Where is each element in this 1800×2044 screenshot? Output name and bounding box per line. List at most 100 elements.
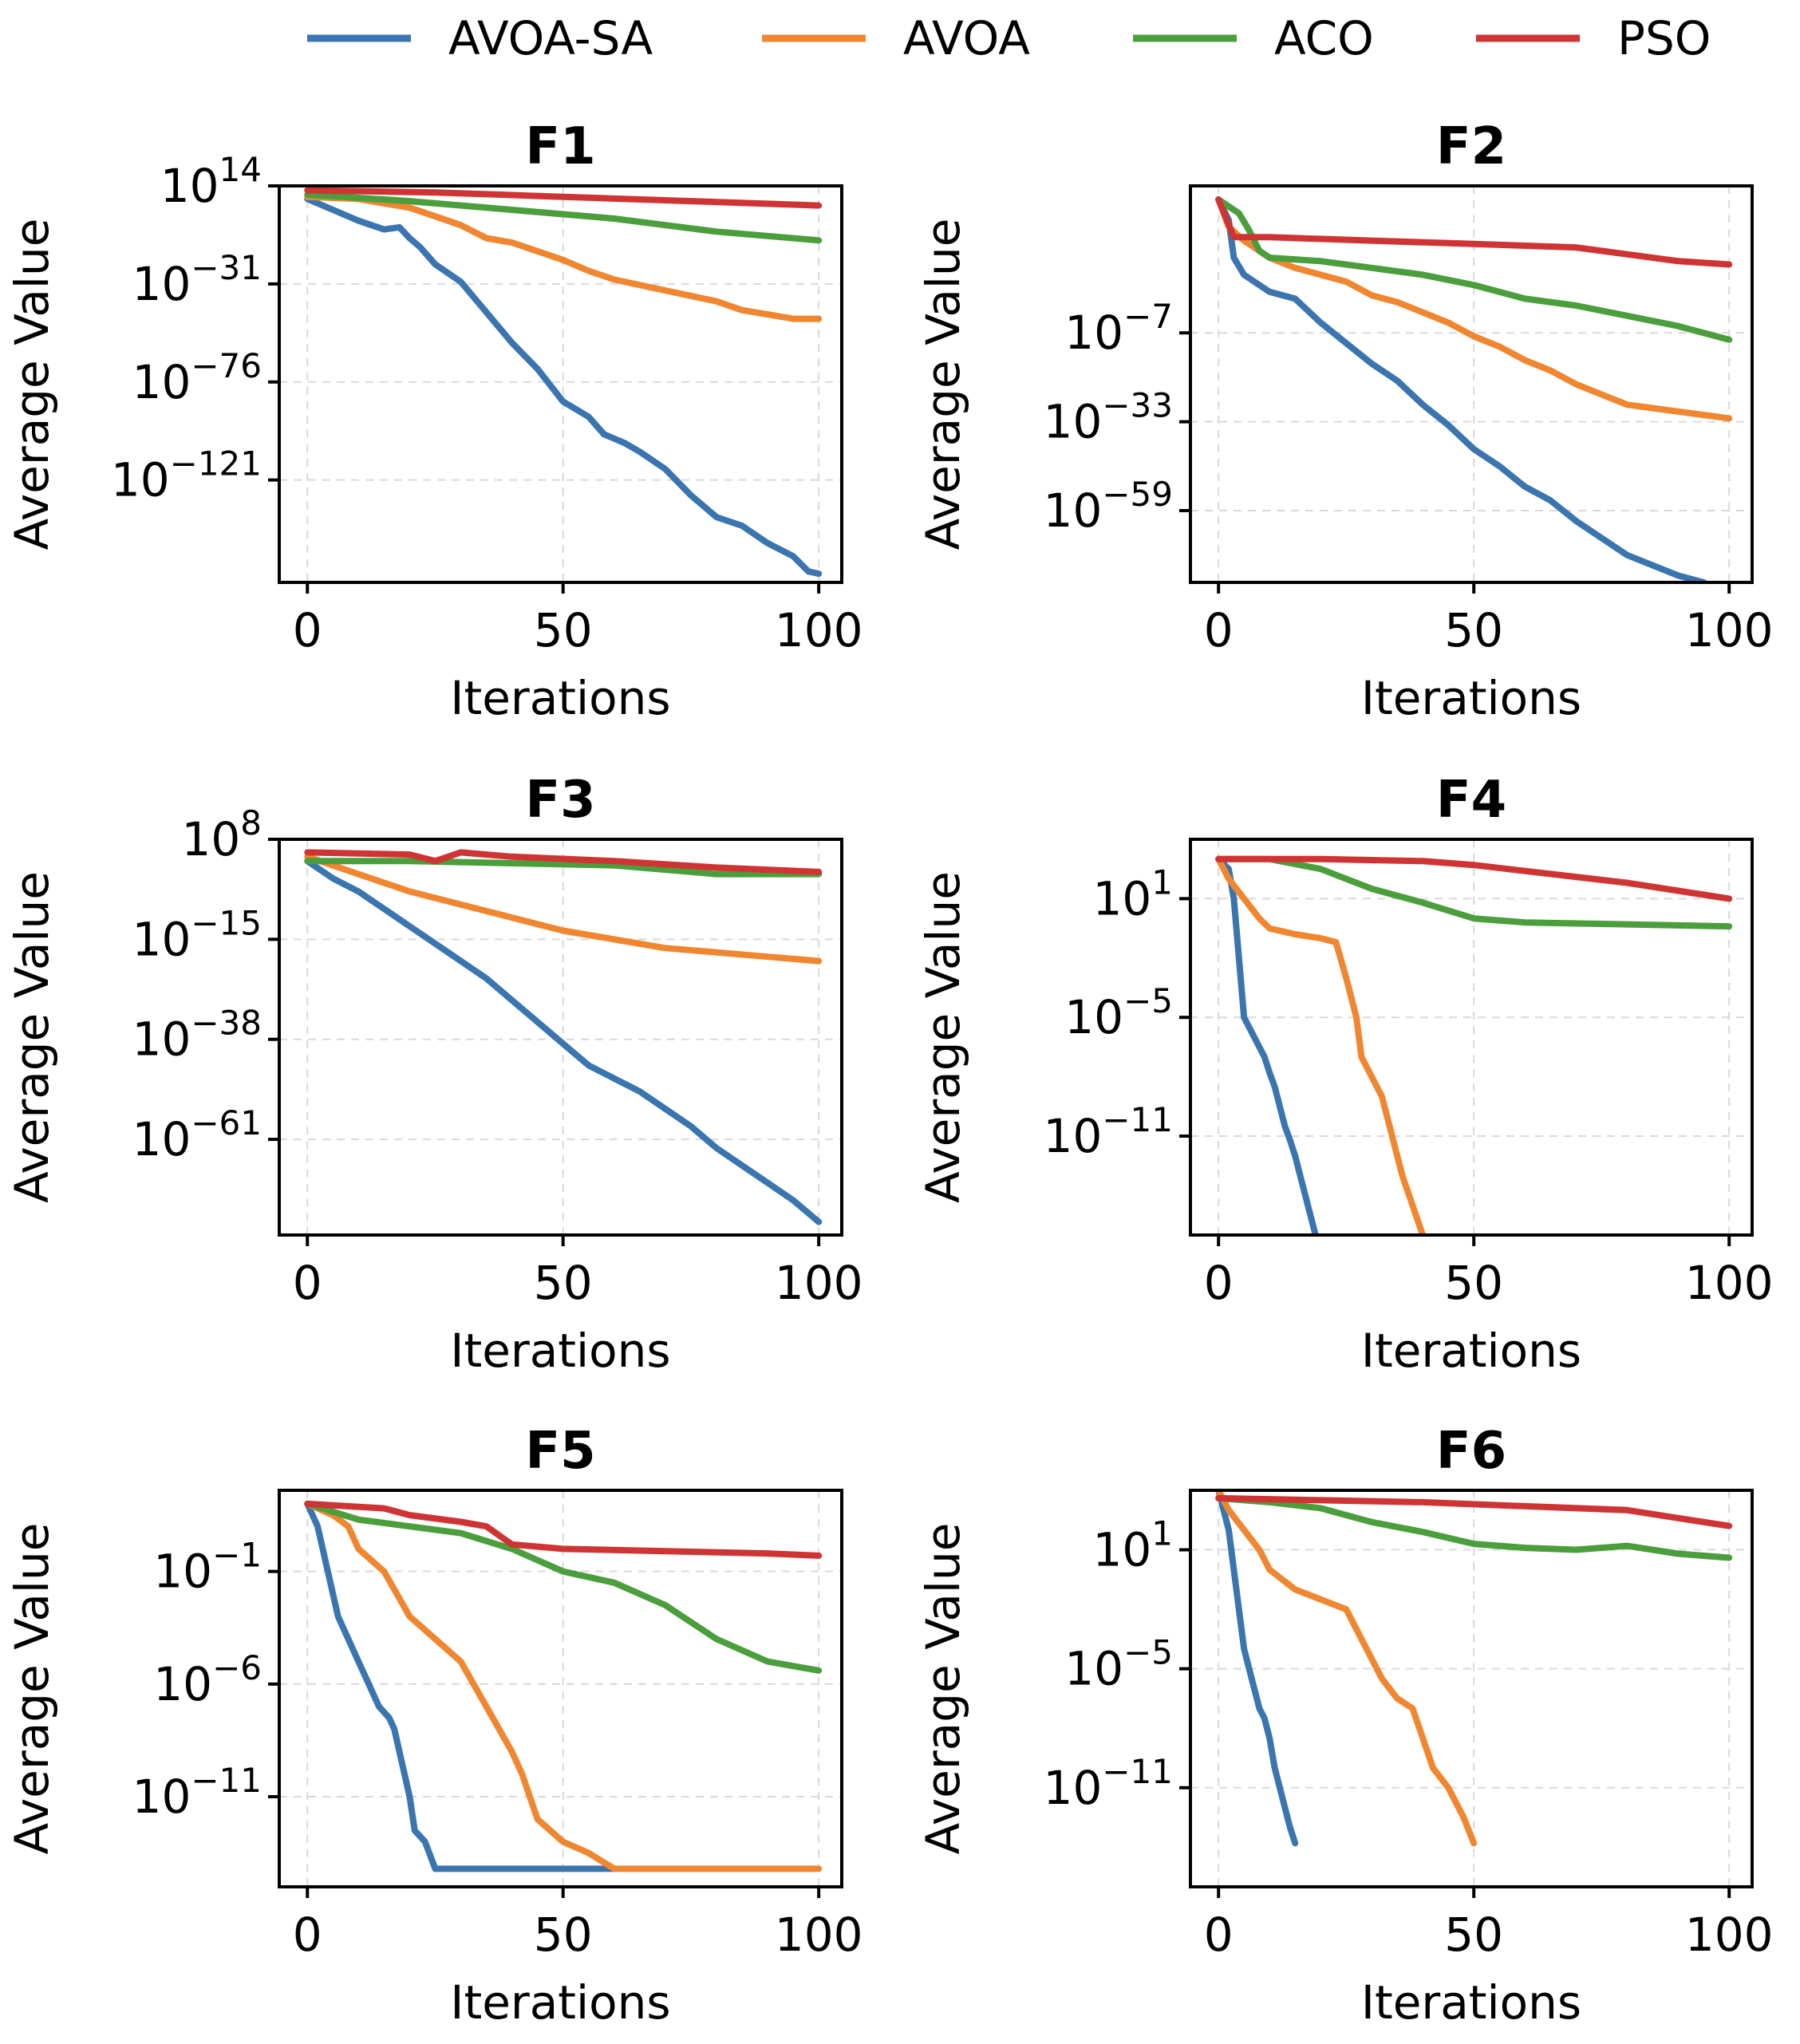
legend: AVOA-SA AVOA ACO PSO <box>307 11 1711 65</box>
panel-f3: F3 0 50 100 108 10−15 10−38 10−61 Iterations Aver… <box>5 771 863 1378</box>
y-tick-label: 10−6 <box>153 1648 262 1711</box>
y-tick-label: 10−11 <box>1044 1100 1173 1163</box>
x-tick-label: 100 <box>1685 1256 1774 1310</box>
y-axis-label: Average Value <box>5 871 59 1203</box>
x-axis-label: Iterations <box>450 1324 670 1378</box>
x-axis-label: Iterations <box>450 1975 670 2030</box>
panel-f2: F2 0 50 100 10−7 10−33 10−59 Iterations Average … <box>916 117 1774 725</box>
y-tick-label: 10−121 <box>111 444 262 507</box>
series-line-avoa <box>304 853 823 965</box>
x-axis-label: Iterations <box>450 671 670 725</box>
panel-title: F1 <box>525 117 595 176</box>
series-group <box>1215 855 1733 1235</box>
y-axis-label: Average Value <box>916 219 970 550</box>
y-tick-label: 10−33 <box>1044 386 1173 449</box>
panel-f6: F6 0 50 100 101 10−5 10−11 Iterations Average Va… <box>916 1422 1774 2030</box>
x-axis-label: Iterations <box>1361 1324 1581 1378</box>
x-tick-label: 100 <box>1685 1908 1774 1962</box>
x-axis-label: Iterations <box>1361 671 1581 725</box>
y-axis-label: Average Value <box>5 219 59 550</box>
series-line-avoa-sa <box>1215 855 1319 1235</box>
chart-panels: F1 0 50 100 1014 10−31 10−76 10−121 Iterations Av… <box>5 117 1774 2030</box>
y-axis-label: Average Value <box>916 1523 970 1855</box>
series-line-aco <box>304 858 823 878</box>
legend-label-avoa: AVOA <box>903 11 1030 65</box>
legend-label-avoa-sa: AVOA-SA <box>448 11 653 65</box>
y-tick-label: 108 <box>181 803 262 866</box>
series-line-pso <box>1215 855 1733 902</box>
x-tick-label: 50 <box>1444 1908 1503 1962</box>
x-tick-label: 50 <box>1444 1256 1503 1310</box>
axes-frame <box>278 838 843 1237</box>
y-tick-label: 10−5 <box>1064 981 1173 1044</box>
x-tick-label: 0 <box>293 1256 322 1310</box>
panel-f1: F1 0 50 100 1014 10−31 10−76 10−121 Iterations Av… <box>5 117 863 725</box>
y-tick-label: 10−5 <box>1064 1633 1173 1696</box>
x-tick-label: 0 <box>1204 603 1234 657</box>
y-tick-label: 10−1 <box>153 1536 262 1599</box>
y-tick-label: 10−76 <box>132 346 262 409</box>
y-axis-label: Average Value <box>5 1523 59 1855</box>
y-axis-label: Average Value <box>916 871 970 1203</box>
x-axis-label: Iterations <box>1361 1975 1581 2030</box>
panel-title: F2 <box>1436 117 1506 176</box>
series-line-avoa <box>1215 196 1733 422</box>
series-line-aco <box>304 191 823 244</box>
series-line-avoa <box>1215 1490 1478 1847</box>
y-tick-label: 10−61 <box>132 1103 262 1166</box>
axes-frame <box>278 184 843 584</box>
axes-frame <box>1189 1489 1754 1888</box>
y-tick-label: 10−31 <box>132 248 262 311</box>
panel-title: F6 <box>1436 1422 1506 1481</box>
x-tick-label: 100 <box>775 1256 863 1310</box>
y-tick-label: 10−11 <box>1044 1752 1173 1815</box>
x-tick-label: 100 <box>1685 603 1774 657</box>
panel-f4: F4 0 50 100 101 10−5 10−11 Iterations Average Va… <box>916 771 1774 1378</box>
x-tick-label: 0 <box>293 603 322 657</box>
x-tick-label: 50 <box>534 1256 593 1310</box>
series-line-pso <box>304 1500 823 1559</box>
series-group <box>1215 1490 1733 1847</box>
axes-frame <box>1189 838 1754 1237</box>
series-group <box>304 187 823 578</box>
x-tick-label: 0 <box>1204 1908 1234 1962</box>
series-line-pso <box>1215 196 1733 268</box>
y-tick-label: 10−15 <box>132 903 262 966</box>
x-tick-label: 100 <box>775 603 863 657</box>
axes-frame <box>1189 184 1754 584</box>
x-tick-label: 0 <box>293 1908 322 1962</box>
series-line-avoa <box>304 193 823 322</box>
series-line-pso <box>304 849 823 875</box>
y-tick-label: 10−59 <box>1044 475 1173 538</box>
series-group <box>304 849 823 1225</box>
panel-title: F3 <box>525 771 595 830</box>
x-tick-label: 50 <box>534 603 593 657</box>
series-line-avoa-sa <box>304 858 823 1225</box>
series-line-aco <box>304 1500 823 1674</box>
panel-title: F5 <box>525 1422 595 1481</box>
series-line-aco <box>1215 855 1733 930</box>
panel-f5: F5 0 50 100 10−1 10−6 10−11 Iterations Average V… <box>5 1422 863 2030</box>
x-tick-label: 50 <box>1444 603 1503 657</box>
series-line-avoa-sa <box>1215 196 1710 582</box>
series-line-aco <box>1215 196 1733 343</box>
y-tick-label: 10−11 <box>132 1761 262 1824</box>
series-group <box>304 1500 823 1872</box>
series-line-pso <box>1215 1494 1733 1529</box>
series-line-avoa-sa <box>1215 1490 1299 1847</box>
y-tick-label: 1014 <box>160 150 262 213</box>
y-tick-label: 101 <box>1092 862 1173 925</box>
y-tick-label: 10−7 <box>1064 297 1173 360</box>
x-tick-label: 0 <box>1204 1256 1234 1310</box>
series-line-avoa <box>1215 855 1427 1235</box>
series-line-avoa-sa <box>304 195 823 578</box>
axes-frame <box>278 1489 843 1888</box>
x-tick-label: 50 <box>534 1908 593 1962</box>
series-line-pso <box>304 187 823 209</box>
panel-title: F4 <box>1436 771 1506 830</box>
series-line-avoa-sa <box>304 1500 618 1872</box>
y-tick-label: 101 <box>1092 1514 1173 1577</box>
series-group <box>1215 196 1733 582</box>
x-tick-label: 100 <box>775 1908 863 1962</box>
